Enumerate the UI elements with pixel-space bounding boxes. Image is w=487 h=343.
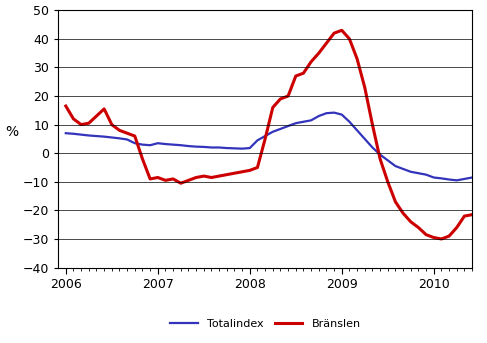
Totalindex	[63, 131, 69, 135]
Bränslen	[438, 237, 444, 241]
Bränslen	[477, 208, 483, 212]
Totalindex	[101, 134, 107, 139]
Totalindex	[477, 175, 483, 179]
Bränslen	[101, 107, 107, 111]
Totalindex	[331, 110, 337, 115]
Legend: Totalindex, Bränslen: Totalindex, Bränslen	[166, 314, 365, 333]
Y-axis label: %: %	[5, 125, 19, 139]
Totalindex	[370, 145, 375, 150]
Totalindex	[147, 143, 153, 147]
Bränslen	[63, 104, 69, 108]
Bränslen	[147, 177, 153, 181]
Totalindex	[454, 178, 460, 182]
Line: Totalindex: Totalindex	[66, 113, 487, 180]
Totalindex	[163, 142, 169, 146]
Bränslen	[339, 28, 345, 32]
Line: Bränslen: Bränslen	[66, 30, 487, 239]
Bränslen	[370, 122, 375, 127]
Bränslen	[163, 178, 169, 182]
